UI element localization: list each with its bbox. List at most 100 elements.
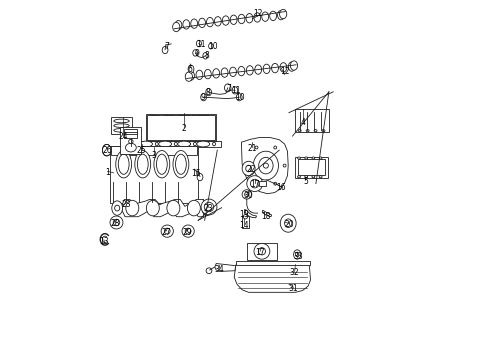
Bar bbox=[111, 146, 197, 155]
Text: 11: 11 bbox=[196, 40, 206, 49]
Ellipse shape bbox=[274, 146, 277, 149]
Ellipse shape bbox=[114, 129, 129, 132]
Text: 11: 11 bbox=[231, 86, 241, 95]
Ellipse shape bbox=[245, 165, 251, 172]
Text: 27: 27 bbox=[162, 228, 172, 237]
Polygon shape bbox=[234, 265, 311, 292]
Text: 12: 12 bbox=[280, 68, 290, 77]
Bar bbox=[294, 157, 328, 178]
Ellipse shape bbox=[253, 151, 278, 180]
Ellipse shape bbox=[280, 9, 287, 19]
Ellipse shape bbox=[206, 268, 212, 274]
Ellipse shape bbox=[259, 157, 273, 174]
Ellipse shape bbox=[175, 154, 186, 174]
Text: 1: 1 bbox=[105, 168, 110, 177]
Ellipse shape bbox=[167, 200, 180, 216]
Text: 19: 19 bbox=[240, 210, 249, 219]
Text: 28: 28 bbox=[111, 219, 120, 228]
Ellipse shape bbox=[246, 66, 253, 75]
Ellipse shape bbox=[305, 176, 308, 178]
Text: 13: 13 bbox=[99, 237, 109, 246]
Ellipse shape bbox=[297, 176, 300, 178]
Text: 9: 9 bbox=[200, 93, 205, 102]
Ellipse shape bbox=[114, 119, 129, 123]
Ellipse shape bbox=[285, 219, 292, 228]
Text: 21: 21 bbox=[247, 144, 257, 153]
Ellipse shape bbox=[135, 150, 151, 178]
Bar bbox=[134, 141, 220, 147]
Ellipse shape bbox=[238, 66, 245, 76]
Ellipse shape bbox=[242, 161, 255, 176]
Text: 33: 33 bbox=[294, 252, 303, 261]
Bar bbox=[182, 130, 189, 138]
Ellipse shape bbox=[203, 53, 208, 59]
Ellipse shape bbox=[197, 141, 210, 147]
Ellipse shape bbox=[174, 142, 177, 146]
Ellipse shape bbox=[201, 199, 217, 215]
Ellipse shape bbox=[164, 228, 170, 234]
Ellipse shape bbox=[319, 176, 322, 178]
Ellipse shape bbox=[294, 250, 301, 259]
Ellipse shape bbox=[245, 164, 248, 167]
Ellipse shape bbox=[280, 214, 296, 232]
Text: 9: 9 bbox=[195, 49, 199, 58]
Ellipse shape bbox=[178, 115, 182, 119]
Text: 16: 16 bbox=[276, 184, 286, 192]
Text: 10: 10 bbox=[208, 42, 218, 51]
Text: 32: 32 bbox=[290, 269, 299, 277]
Text: 12: 12 bbox=[253, 9, 262, 18]
Ellipse shape bbox=[250, 179, 259, 188]
Ellipse shape bbox=[221, 68, 228, 77]
Ellipse shape bbox=[254, 13, 261, 22]
Ellipse shape bbox=[140, 141, 152, 147]
Ellipse shape bbox=[230, 15, 237, 24]
Ellipse shape bbox=[102, 144, 111, 156]
Ellipse shape bbox=[263, 163, 269, 168]
Polygon shape bbox=[242, 138, 288, 194]
Polygon shape bbox=[245, 210, 257, 218]
Bar bbox=[149, 116, 157, 126]
Ellipse shape bbox=[116, 150, 132, 178]
Ellipse shape bbox=[270, 11, 276, 21]
Ellipse shape bbox=[263, 64, 270, 73]
Ellipse shape bbox=[115, 205, 120, 211]
Ellipse shape bbox=[254, 243, 270, 259]
Polygon shape bbox=[121, 199, 204, 217]
Ellipse shape bbox=[274, 182, 277, 185]
Ellipse shape bbox=[201, 94, 206, 101]
Ellipse shape bbox=[319, 157, 322, 159]
Ellipse shape bbox=[191, 19, 197, 28]
Ellipse shape bbox=[204, 202, 214, 212]
Text: 20: 20 bbox=[284, 220, 294, 229]
Text: 23: 23 bbox=[122, 200, 131, 209]
Ellipse shape bbox=[196, 70, 203, 80]
Ellipse shape bbox=[255, 182, 258, 185]
Ellipse shape bbox=[188, 65, 194, 73]
Ellipse shape bbox=[118, 154, 129, 174]
Ellipse shape bbox=[295, 252, 299, 257]
Bar bbox=[197, 116, 205, 126]
Bar bbox=[147, 115, 215, 140]
Ellipse shape bbox=[137, 154, 148, 174]
Ellipse shape bbox=[205, 115, 209, 119]
Ellipse shape bbox=[314, 130, 317, 132]
Ellipse shape bbox=[188, 71, 195, 80]
Bar bbox=[242, 216, 248, 228]
Text: 15: 15 bbox=[192, 169, 201, 178]
Ellipse shape bbox=[298, 130, 301, 132]
Ellipse shape bbox=[312, 176, 315, 178]
Ellipse shape bbox=[312, 157, 315, 159]
Bar bbox=[151, 130, 157, 138]
Ellipse shape bbox=[175, 21, 182, 30]
Text: 6: 6 bbox=[188, 65, 193, 74]
Ellipse shape bbox=[255, 65, 262, 74]
Text: 25: 25 bbox=[137, 146, 147, 155]
Ellipse shape bbox=[196, 40, 201, 47]
Ellipse shape bbox=[194, 142, 196, 146]
Ellipse shape bbox=[291, 61, 297, 70]
Ellipse shape bbox=[173, 150, 189, 178]
Ellipse shape bbox=[187, 200, 200, 216]
Ellipse shape bbox=[242, 190, 251, 199]
Ellipse shape bbox=[306, 130, 309, 132]
Ellipse shape bbox=[113, 219, 120, 226]
